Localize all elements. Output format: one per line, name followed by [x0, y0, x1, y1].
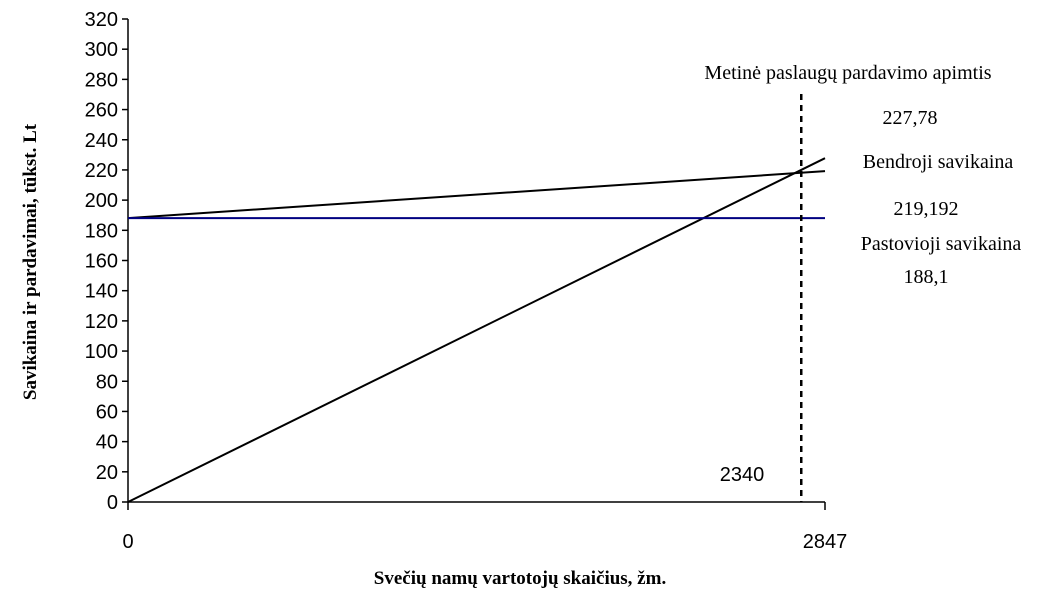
y-tick-label: 200 [85, 190, 118, 212]
y-tick-label: 160 [85, 251, 118, 273]
y-tick-label: 300 [85, 39, 118, 61]
y-axis-ticks: 0 20 40 60 80 100 120 140 160 180 200 220 240 260 280 3… [85, 9, 128, 514]
x-tick-label: 0 [122, 531, 133, 553]
x-axis-ticks: 0 2847 [122, 502, 847, 553]
annotation-sales-value: 227,78 [883, 107, 938, 129]
annotation-fixed-cost-label: Pastovioji savikaina [861, 233, 1022, 255]
y-tick-label: 0 [107, 492, 118, 514]
y-tick-label: 120 [85, 311, 118, 333]
y-tick-label: 60 [96, 401, 118, 423]
x-axis-title: Svečių namų vartotojų skaičius, žm. [374, 568, 666, 589]
y-tick-label: 240 [85, 130, 118, 152]
annotation-total-cost-value: 219,192 [894, 198, 959, 220]
y-tick-label: 40 [96, 432, 118, 454]
y-axis-title: Savikaina ir pardavimai, tūkst. Lt [20, 123, 41, 400]
y-tick-label: 280 [85, 69, 118, 91]
series-line-sales [127, 157, 826, 503]
series-line-total-cost [127, 170, 826, 220]
y-tick-label: 100 [85, 341, 118, 363]
y-tick-label: 180 [85, 220, 118, 242]
annotation-sales-label: Metinė paslaugų pardavimo apimtis [704, 62, 991, 84]
y-tick-label: 20 [96, 462, 118, 484]
annotation-fixed-cost-value: 188,1 [904, 266, 949, 288]
y-tick-label: 80 [96, 371, 118, 393]
y-tick-label: 140 [85, 281, 118, 303]
y-tick-label: 260 [85, 100, 118, 122]
x-tick-label: 2847 [803, 531, 848, 553]
y-tick-label: 320 [85, 9, 118, 31]
annotation-total-cost-label: Bendroji savikaina [863, 151, 1014, 173]
y-tick-label: 220 [85, 160, 118, 182]
reference-line-label: 2340 [720, 464, 765, 486]
